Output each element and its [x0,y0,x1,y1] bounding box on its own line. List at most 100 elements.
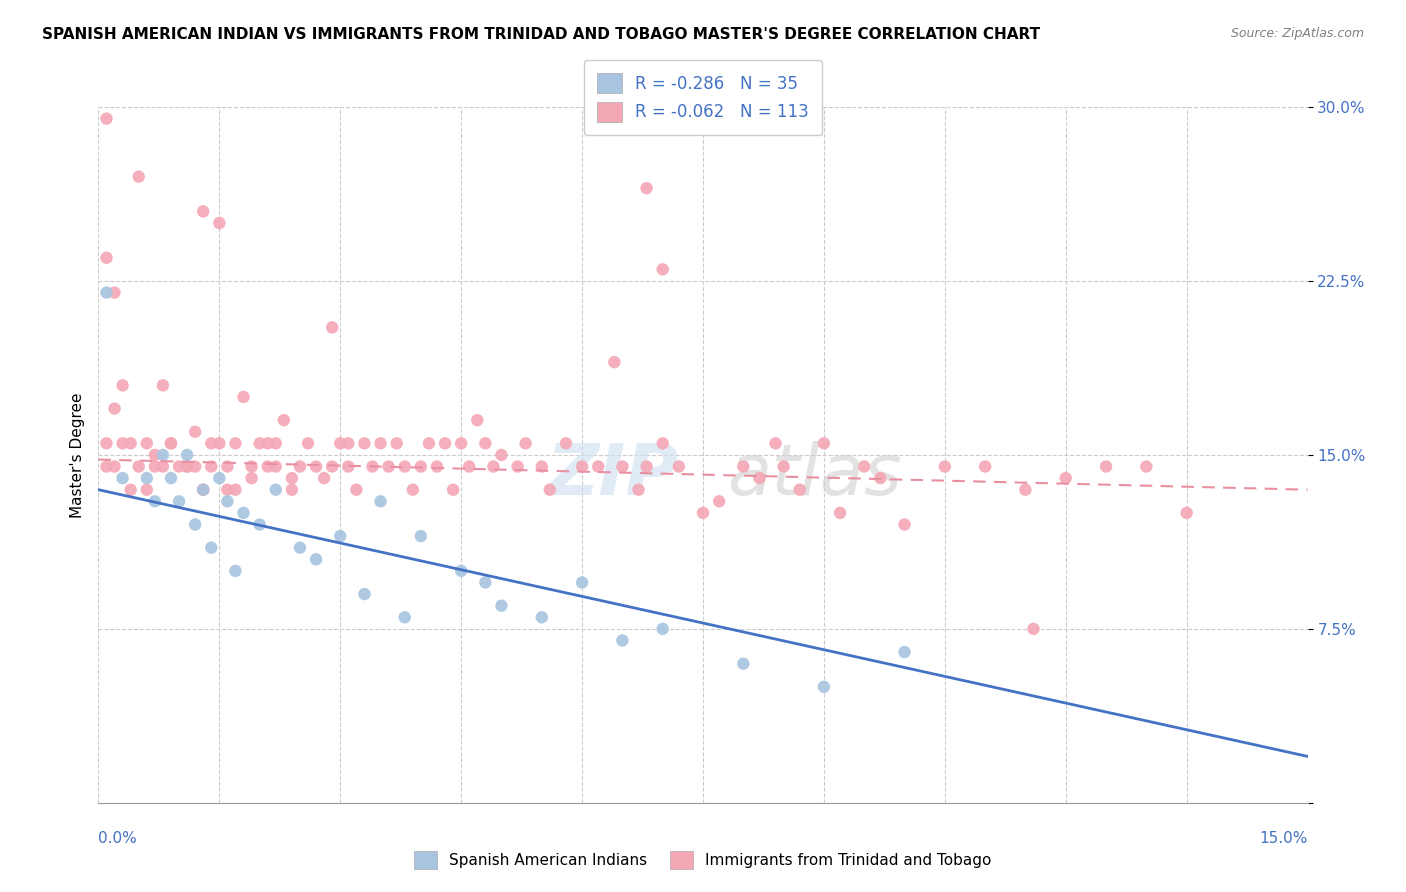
Point [1014,483,1036,497]
Point [482,459,505,474]
Point [555,436,578,450]
Point [232,506,254,520]
Y-axis label: Master's Degree: Master's Degree [69,392,84,517]
Point [813,680,835,694]
Point [176,459,198,474]
Point [152,378,174,392]
Point [111,378,134,392]
Point [249,436,271,450]
Point [707,494,730,508]
Point [772,459,794,474]
Point [111,471,134,485]
Point [240,471,263,485]
Text: 0.0%: 0.0% [98,830,138,846]
Point [128,169,150,184]
Point [96,251,118,265]
Point [458,459,481,474]
Point [733,657,755,671]
Point [217,494,239,508]
Point [232,390,254,404]
Point [240,459,263,474]
Point [538,483,561,497]
Legend: Spanish American Indians, Immigrants from Trinidad and Tobago: Spanish American Indians, Immigrants fro… [408,845,998,875]
Point [934,459,956,474]
Point [143,448,166,462]
Point [329,529,352,543]
Point [636,459,658,474]
Point [193,483,215,497]
Point [96,285,118,300]
Point [668,459,690,474]
Point [418,436,440,450]
Point [200,541,222,555]
Point [402,483,425,497]
Point [96,459,118,474]
Point [167,459,190,474]
Point [450,436,472,450]
Point [603,355,626,369]
Point [152,448,174,462]
Point [370,494,392,508]
Point [828,506,851,520]
Point [893,645,915,659]
Point [353,587,375,601]
Point [893,517,915,532]
Point [506,459,529,474]
Point [409,459,432,474]
Point [353,436,375,450]
Point [409,529,432,543]
Point [586,459,609,474]
Point [491,599,513,613]
Point [120,436,142,450]
Point [217,483,239,497]
Text: atlas: atlas [727,442,901,510]
Point [103,401,125,416]
Point [1095,459,1118,474]
Point [249,517,271,532]
Point [217,459,239,474]
Point [143,459,166,474]
Point [612,633,634,648]
Point [288,459,311,474]
Point [748,471,770,485]
Point [281,483,304,497]
Point [571,575,593,590]
Point [1022,622,1045,636]
Point [394,610,416,624]
Point [184,517,207,532]
Point [441,483,464,497]
Text: Source: ZipAtlas.com: Source: ZipAtlas.com [1230,27,1364,40]
Point [305,459,328,474]
Point [426,459,449,474]
Point [208,471,231,485]
Point [103,459,125,474]
Point [1054,471,1077,485]
Point [344,483,367,497]
Point [193,483,215,497]
Text: SPANISH AMERICAN INDIAN VS IMMIGRANTS FROM TRINIDAD AND TOBAGO MASTER'S DEGREE C: SPANISH AMERICAN INDIAN VS IMMIGRANTS FR… [42,27,1040,42]
Point [160,436,183,450]
Point [765,436,787,450]
Point [474,436,496,450]
Point [273,413,295,427]
Point [515,436,537,450]
Point [96,112,118,126]
Point [385,436,408,450]
Point [176,448,198,462]
Point [160,471,183,485]
Point [530,459,553,474]
Point [264,459,287,474]
Point [208,216,231,230]
Point [337,459,360,474]
Point [651,262,673,277]
Point [167,494,190,508]
Point [208,436,231,450]
Point [224,483,246,497]
Point [135,471,157,485]
Point [128,459,150,474]
Point [370,436,392,450]
Point [288,541,311,555]
Point [96,436,118,450]
Point [853,459,876,474]
Point [394,459,416,474]
